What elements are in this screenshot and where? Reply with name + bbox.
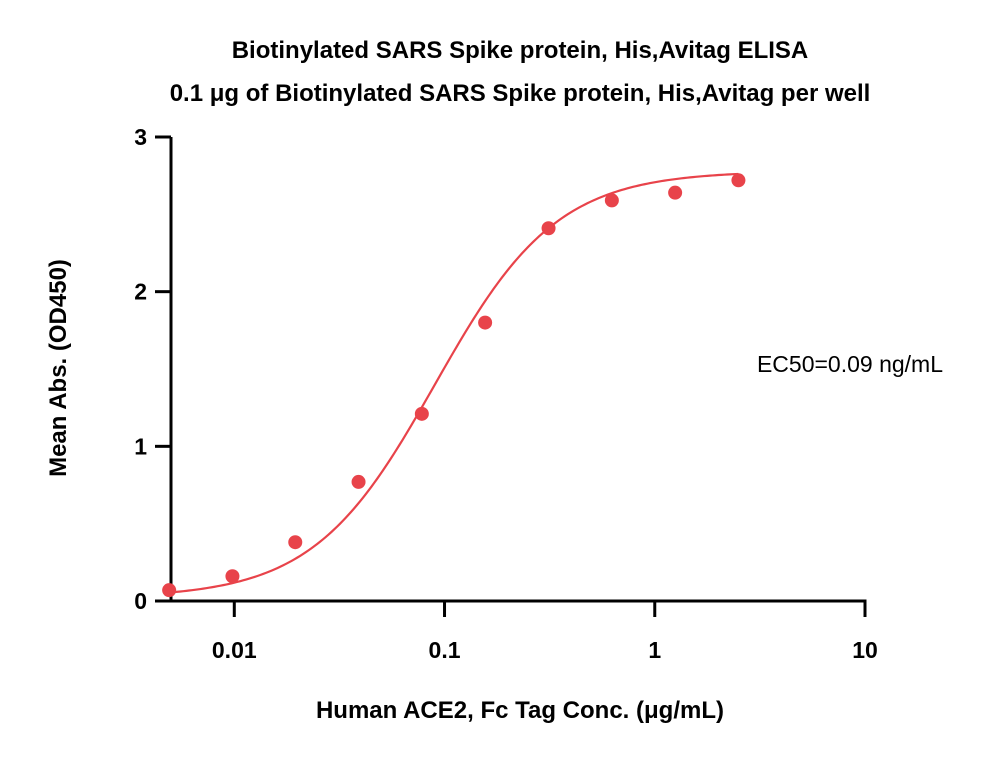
x-tick-label: 1 bbox=[648, 637, 661, 663]
data-point bbox=[288, 535, 303, 550]
fit-curve bbox=[169, 172, 739, 594]
x-tick-label: 0.01 bbox=[212, 637, 257, 663]
chart-subtitle: 0.1 μg of Biotinylated SARS Spike protei… bbox=[170, 80, 871, 107]
data-point bbox=[478, 315, 493, 330]
data-points bbox=[162, 173, 746, 598]
ec50-annotation: EC50=0.09 ng/mL bbox=[757, 351, 943, 377]
axes bbox=[169, 137, 867, 603]
data-point bbox=[668, 185, 683, 200]
data-point bbox=[731, 173, 746, 188]
data-point bbox=[351, 474, 366, 489]
y-axis-label: Mean Abs. (OD450) bbox=[45, 259, 72, 477]
data-point bbox=[414, 406, 429, 421]
y-tick-label: 2 bbox=[134, 279, 147, 305]
x-axis-label: Human ACE2, Fc Tag Conc. (μg/mL) bbox=[316, 697, 724, 724]
data-point bbox=[162, 583, 177, 598]
data-point bbox=[225, 569, 240, 584]
x-ticks: 0.01 0.1 1 10 bbox=[212, 601, 878, 663]
y-tick-label: 3 bbox=[134, 124, 147, 150]
y-tick-label: 0 bbox=[134, 588, 147, 614]
y-ticks: 0 1 2 3 bbox=[134, 124, 171, 614]
y-tick-label: 1 bbox=[134, 433, 147, 459]
x-tick-label: 10 bbox=[852, 637, 878, 663]
chart-title: Biotinylated SARS Spike protein, His,Avi… bbox=[232, 37, 809, 64]
data-point bbox=[604, 193, 619, 208]
data-point bbox=[541, 221, 556, 236]
x-tick-label: 0.1 bbox=[429, 637, 461, 663]
